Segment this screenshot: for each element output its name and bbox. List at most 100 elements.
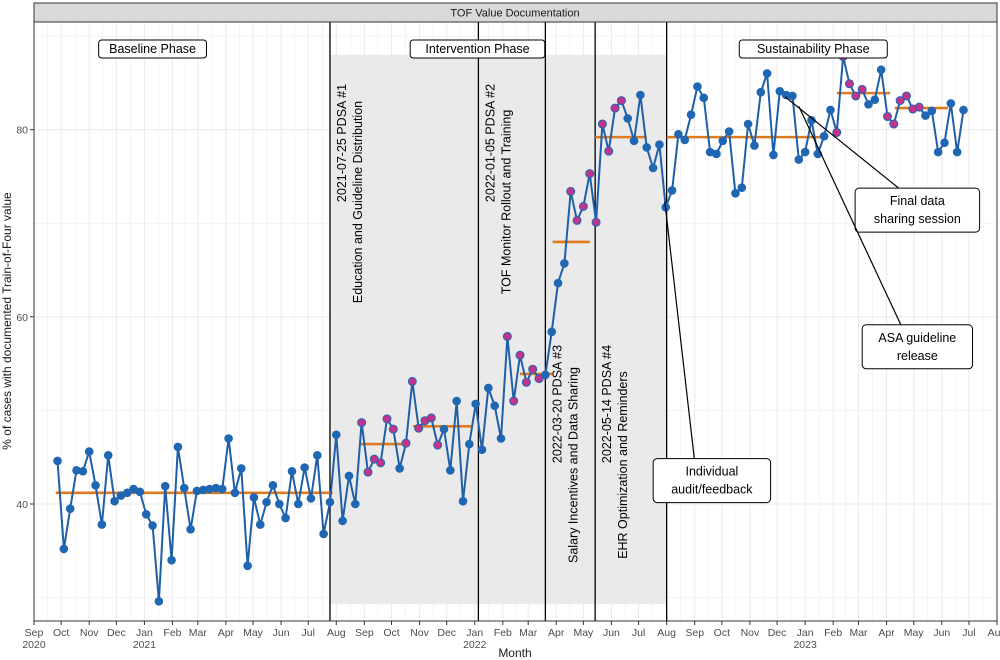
data-series (53, 52, 968, 606)
data-point (122, 488, 132, 498)
data-point (686, 110, 696, 119)
data-point (794, 155, 804, 164)
annotation-labels: Baseline Phase Intervention Phase Sustaina… (98, 39, 981, 563)
special-data-point (414, 423, 424, 433)
data-point (927, 106, 937, 116)
data-point (750, 141, 759, 150)
x-tick-label: Mar (519, 627, 538, 639)
x-tick-label: Mar (189, 627, 208, 639)
data-point (800, 147, 810, 157)
x-tick-label: Dec (107, 627, 126, 639)
pdsa-cycle-label: 2022-03-20 PDSA #3 (550, 345, 564, 463)
data-point (952, 147, 962, 157)
data-point (864, 100, 873, 109)
special-data-point (534, 374, 544, 384)
x-tick-label: Aug (988, 627, 1000, 639)
annotation-leader-line (664, 201, 695, 459)
intervention-shade (329, 54, 667, 605)
special-data-point (882, 112, 892, 122)
data-point (484, 383, 493, 393)
x-tick-label: May (573, 627, 594, 639)
data-point (819, 131, 829, 141)
x-tick-label: Nov (410, 627, 429, 639)
special-data-point (597, 119, 607, 129)
data-point (236, 464, 246, 473)
pdsa-cycle-label: 2021-07-25 PDSA #1 (335, 84, 349, 202)
x-tick-label: Apr (878, 627, 895, 639)
data-point (312, 451, 322, 460)
x-tick-label: Jan (136, 627, 153, 639)
pdsa-cycle-detail: Salary Incentives and Data Sharing (566, 367, 580, 563)
pdsa-cycle-label: 2022-05-14 PDSA #4 (600, 345, 614, 463)
data-point (876, 65, 886, 75)
special-data-point (433, 440, 443, 450)
special-data-point (382, 414, 392, 424)
x-tick-label: Jun (933, 627, 950, 639)
data-point (471, 399, 480, 409)
annotation-text: audit/feedback (671, 483, 753, 497)
data-point (807, 115, 816, 125)
data-point (477, 445, 487, 455)
data-point (154, 597, 164, 606)
data-point (287, 466, 297, 476)
data-point (274, 499, 284, 509)
data-point (458, 496, 468, 506)
special-data-point (515, 350, 525, 360)
data-point (446, 466, 455, 475)
data-point (560, 259, 569, 268)
x-tick-label: Jan (797, 627, 814, 639)
data-point (306, 494, 316, 503)
x-tick-label: Jan (466, 627, 483, 639)
phase-label: Sustainability Phase (757, 42, 870, 56)
y-axis-title: % of cases with documented Train-of-Four… (0, 192, 14, 450)
annotation-box (652, 458, 772, 504)
x-tick-label: May (904, 627, 925, 639)
data-point (490, 401, 499, 411)
annotation-leader-line (784, 96, 900, 189)
data-point (547, 327, 557, 337)
special-data-point (572, 215, 582, 225)
data-point (148, 521, 157, 530)
x-tick-label: Aug (327, 627, 346, 639)
x-tick-label: Dec (768, 627, 787, 639)
annotation-box (861, 324, 974, 370)
special-data-point (388, 424, 398, 434)
data-point (110, 496, 119, 506)
data-point (724, 127, 734, 136)
special-data-point (857, 84, 867, 94)
pdsa-cycle-detail: EHR Optimization and Reminders (616, 371, 630, 559)
x-tick-label: Oct (714, 627, 730, 639)
special-data-point (407, 376, 417, 386)
x-tick-label: Jul (302, 627, 315, 639)
annotation-text: Final data (890, 194, 945, 208)
data-point (351, 499, 360, 509)
x-tick-label: Aug (657, 627, 676, 639)
special-data-point (401, 438, 411, 448)
annotation-text: release (897, 349, 938, 363)
phase-label-box (98, 39, 207, 59)
data-point (84, 447, 94, 456)
special-data-point (616, 96, 626, 106)
x-tick-label: Jul (962, 627, 975, 639)
data-point (173, 442, 183, 452)
data-point (699, 93, 709, 103)
special-data-point (509, 396, 519, 406)
pdsa-cycle-detail: Education and Guideline Distribution (351, 101, 365, 303)
x-tick-label: Mar (849, 627, 868, 639)
data-point (186, 524, 195, 534)
data-point (452, 396, 461, 406)
special-data-point (521, 377, 531, 387)
data-point (338, 516, 347, 526)
data-point (743, 119, 753, 129)
data-point (78, 466, 88, 476)
phase-label-box (738, 39, 888, 59)
data-point (737, 183, 747, 192)
data-point (325, 497, 335, 507)
data-point (179, 483, 189, 493)
data-point (642, 143, 652, 152)
data-point (648, 163, 658, 173)
pdsa-cycle-label: 2022-01-05 PDSA #2 (483, 84, 497, 202)
data-point (933, 147, 943, 157)
